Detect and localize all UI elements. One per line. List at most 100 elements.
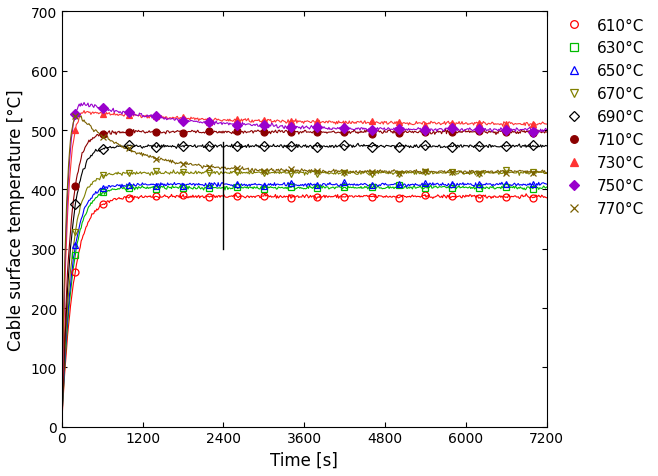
770°C — [260, 169, 268, 174]
630°C — [179, 186, 187, 191]
730°C — [287, 119, 295, 124]
690°C — [529, 143, 537, 149]
730°C — [502, 122, 510, 128]
770°C — [287, 167, 295, 173]
730°C — [368, 119, 376, 124]
730°C — [340, 122, 348, 128]
710°C — [71, 184, 79, 189]
Line: 750°C: 750°C — [72, 105, 536, 136]
710°C — [476, 129, 484, 135]
650°C — [287, 181, 295, 187]
610°C — [152, 194, 160, 200]
770°C — [99, 135, 107, 140]
770°C — [205, 164, 213, 170]
770°C — [233, 166, 241, 172]
770°C — [152, 157, 160, 162]
630°C — [260, 187, 268, 193]
710°C — [502, 130, 510, 136]
670°C — [71, 230, 79, 236]
610°C — [205, 195, 213, 200]
670°C — [260, 171, 268, 177]
610°C — [502, 195, 510, 201]
710°C — [421, 130, 429, 136]
750°C — [448, 126, 456, 131]
710°C — [368, 131, 376, 137]
750°C — [313, 125, 321, 130]
650°C — [448, 181, 456, 187]
610°C — [529, 196, 537, 201]
730°C — [99, 111, 107, 117]
630°C — [125, 186, 133, 192]
750°C — [260, 123, 268, 129]
730°C — [152, 114, 160, 120]
770°C — [421, 169, 429, 174]
770°C — [368, 169, 376, 175]
710°C — [179, 130, 187, 136]
750°C — [205, 120, 213, 126]
630°C — [368, 184, 376, 190]
610°C — [340, 195, 348, 200]
750°C — [368, 128, 376, 133]
630°C — [152, 186, 160, 192]
650°C — [205, 183, 213, 188]
610°C — [179, 192, 187, 198]
630°C — [233, 185, 241, 190]
690°C — [260, 144, 268, 150]
670°C — [233, 170, 241, 176]
670°C — [421, 169, 429, 175]
770°C — [476, 171, 484, 177]
770°C — [340, 169, 348, 175]
670°C — [340, 170, 348, 176]
650°C — [152, 184, 160, 190]
750°C — [421, 128, 429, 133]
670°C — [152, 169, 160, 174]
650°C — [233, 182, 241, 188]
690°C — [287, 144, 295, 149]
710°C — [205, 129, 213, 135]
Line: 670°C: 670°C — [72, 167, 536, 236]
630°C — [99, 190, 107, 196]
650°C — [71, 243, 79, 248]
610°C — [287, 196, 295, 202]
690°C — [125, 143, 133, 149]
750°C — [152, 114, 160, 120]
710°C — [287, 130, 295, 136]
670°C — [287, 171, 295, 177]
690°C — [368, 145, 376, 150]
690°C — [179, 143, 187, 149]
750°C — [502, 128, 510, 133]
730°C — [476, 121, 484, 127]
690°C — [421, 143, 429, 149]
670°C — [368, 171, 376, 177]
610°C — [125, 196, 133, 201]
750°C — [71, 112, 79, 118]
X-axis label: Time [s]: Time [s] — [270, 451, 338, 469]
750°C — [287, 125, 295, 131]
690°C — [340, 143, 348, 149]
630°C — [448, 185, 456, 191]
670°C — [529, 170, 537, 176]
610°C — [233, 194, 241, 199]
730°C — [313, 119, 321, 124]
650°C — [476, 182, 484, 188]
650°C — [313, 183, 321, 189]
Line: 770°C: 770°C — [72, 113, 536, 177]
730°C — [529, 122, 537, 128]
670°C — [99, 172, 107, 178]
770°C — [179, 162, 187, 168]
730°C — [421, 122, 429, 128]
710°C — [233, 129, 241, 135]
610°C — [260, 194, 268, 199]
630°C — [205, 186, 213, 191]
710°C — [99, 132, 107, 138]
730°C — [260, 118, 268, 124]
710°C — [529, 130, 537, 136]
690°C — [448, 144, 456, 150]
750°C — [529, 129, 537, 135]
730°C — [125, 112, 133, 118]
730°C — [233, 117, 241, 123]
610°C — [313, 195, 321, 201]
710°C — [395, 130, 403, 136]
650°C — [395, 181, 403, 187]
710°C — [313, 130, 321, 136]
